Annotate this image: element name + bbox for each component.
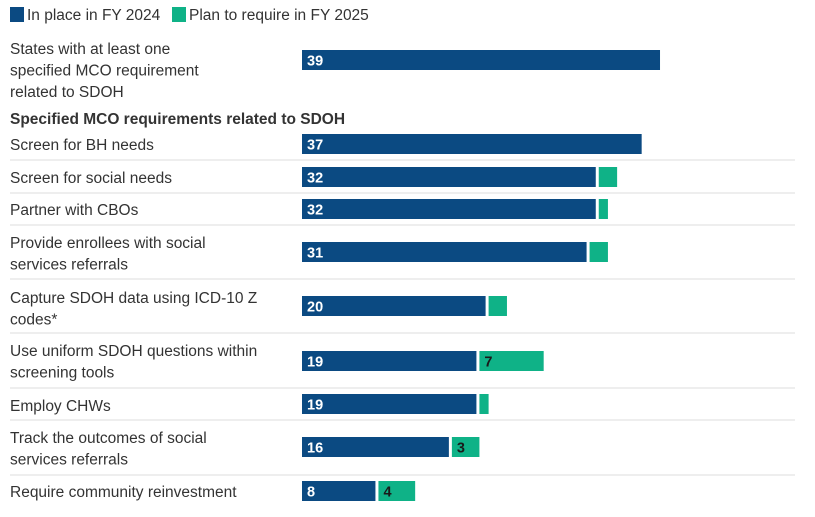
row-4-bar-in-place <box>302 242 587 262</box>
row-1: Screen for BH needs 37 <box>10 134 795 161</box>
row-6-bar-in-place <box>302 351 477 371</box>
row-7-bar-in-place <box>302 394 477 414</box>
legend: In place in FY 2024 Plan to require in FY… <box>10 7 369 24</box>
row-2-label: Screen for social needs <box>10 170 172 187</box>
row-7-bar-plan <box>479 394 489 414</box>
row-3-label: Partner with CBOs <box>10 202 139 219</box>
summary-row-bar-in-place <box>302 50 661 70</box>
row-6: Use uniform SDOH questions within screeni… <box>10 343 795 389</box>
legend-swatch-in_place <box>10 7 24 22</box>
row-8: Track the outcomes of social services ref… <box>10 430 795 476</box>
summary-row-label: States with at least one specified MCO re… <box>10 41 199 101</box>
row-7-label: Employ CHWs <box>10 398 111 415</box>
row-2: Screen for social needs 32 <box>10 167 795 194</box>
row-4-bar-plan <box>589 242 608 262</box>
legend-swatch-plan <box>172 7 186 22</box>
row-5-bar-in-place <box>302 296 486 316</box>
section-title: Specified MCO requirements related to SD… <box>10 111 345 128</box>
row-8-label: Track the outcomes of social services ref… <box>10 430 207 469</box>
row-9: Require community reinvestment 8 4 <box>10 481 416 501</box>
row-6-value-plan: 7 <box>484 355 492 371</box>
row-9-label: Require community reinvestment <box>10 484 237 501</box>
row-7: Employ CHWs 19 <box>10 394 795 421</box>
row-4: Provide enrollees with social services re… <box>10 235 795 280</box>
row-4-label: Provide enrollees with social services re… <box>10 235 206 274</box>
row-8-bar-in-place <box>302 437 449 457</box>
row-9-bar-plan <box>378 481 416 501</box>
row-9-bar-in-place <box>302 481 376 501</box>
chart-rows: States with at least one specified MCO re… <box>10 41 795 501</box>
row-8-bar-plan <box>451 437 480 457</box>
row-9-value-in-place: 8 <box>307 485 315 501</box>
row-2-bar-plan <box>598 167 618 187</box>
row-1-value-in-place: 37 <box>307 138 323 154</box>
row-8-value-plan: 3 <box>457 441 465 457</box>
summary-row: States with at least one specified MCO re… <box>10 41 661 101</box>
row-3-bar-plan <box>598 199 608 219</box>
row-6-label: Use uniform SDOH questions within screeni… <box>10 343 257 382</box>
row-5-bar-plan <box>488 296 507 316</box>
row-3-value-in-place: 32 <box>307 203 323 219</box>
row-8-value-in-place: 16 <box>307 441 323 457</box>
legend-label-in_place: In place in FY 2024 <box>27 7 161 24</box>
legend-label-plan: Plan to require in FY 2025 <box>189 7 369 24</box>
row-6-value-in-place: 19 <box>307 355 323 371</box>
row-1-label: Screen for BH needs <box>10 137 154 154</box>
row-3-bar-in-place <box>302 199 596 219</box>
row-3: Partner with CBOs 32 <box>10 199 795 226</box>
row-2-value-in-place: 32 <box>307 171 323 187</box>
row-9-value-plan: 4 <box>383 485 391 501</box>
row-6-bar-plan <box>479 351 544 371</box>
row-4-value-in-place: 31 <box>307 246 323 262</box>
summary-row-value-in-place: 39 <box>307 54 323 70</box>
row-5-value-in-place: 20 <box>307 300 323 316</box>
row-2-bar-in-place <box>302 167 596 187</box>
row-1-bar-in-place <box>302 134 642 154</box>
row-7-value-in-place: 19 <box>307 398 323 414</box>
